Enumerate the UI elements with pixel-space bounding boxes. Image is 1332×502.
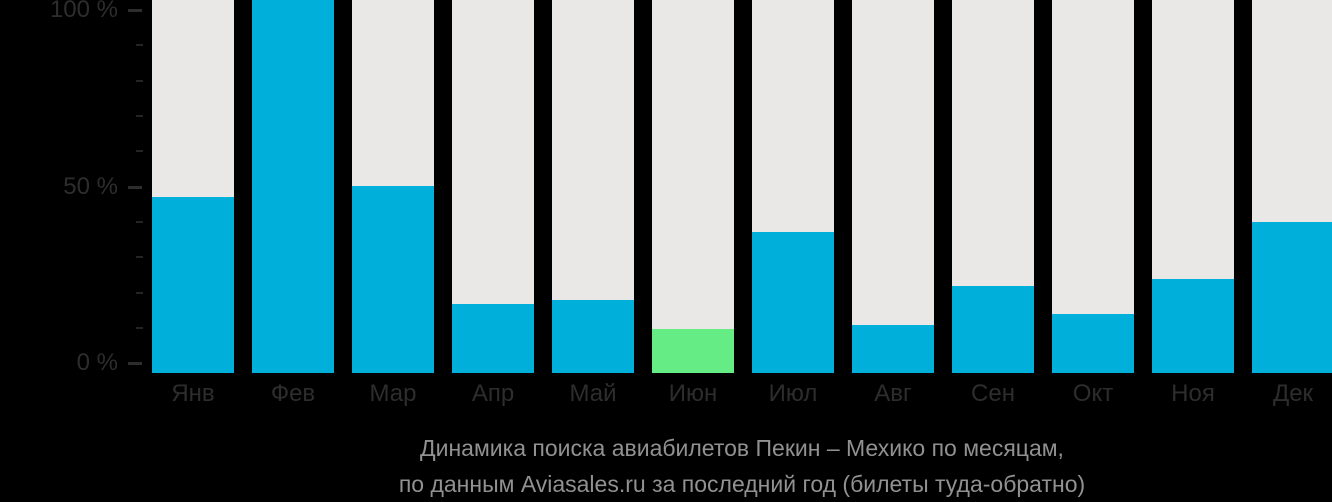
y-minor-tick-60 [136,150,143,152]
bar-feb [252,0,334,373]
bar-aug [852,325,934,373]
y-major-tick-100 [128,9,142,12]
plot-area: 0 % 50 % 100 % Янв Фев Мар Апр Май Июн Июл Авг Сен О… [49,0,1332,407]
chart-caption: Динамика поиска авиабилетов Пекин – Мехи… [152,430,1332,502]
x-label-jan: Янв [171,380,215,407]
x-label-nov: Ноя [1171,380,1215,407]
bar-jan [152,197,234,373]
y-minor-tick-30 [136,256,143,258]
x-label-jul: Июл [768,380,818,407]
bar-mar [352,186,434,373]
x-label-mar: Мар [369,380,417,407]
x-label-feb: Фев [270,380,316,407]
bar-sep [952,286,1034,373]
bar-track-aug [852,0,934,373]
y-axis-label-100: 100 % [49,0,118,23]
x-label-sep: Сен [971,380,1015,407]
bar-jun [652,329,734,373]
y-minor-tick-80 [136,80,143,82]
y-minor-tick-40 [136,221,143,223]
bar-jul [752,232,834,373]
bar-track-jun [652,0,734,373]
chart-subtitle: по данным Aviasales.ru за последний год … [398,471,1086,497]
bar-nov [1152,279,1234,373]
bar-may [552,300,634,373]
chart-title: Динамика поиска авиабилетов Пекин – Мехи… [420,435,1064,461]
bar-oct [1052,314,1134,373]
y-minor-tick-10 [136,327,143,329]
x-label-oct: Окт [1072,380,1114,407]
bar-apr [452,304,534,373]
y-major-tick-0 [128,362,142,365]
y-major-tick-50 [128,186,142,189]
x-label-apr: Апр [471,380,515,407]
x-label-dec: Дек [1272,380,1314,407]
x-label-aug: Авг [874,380,912,407]
y-axis-label-0: 0 % [76,349,118,376]
y-minor-tick-90 [136,44,143,46]
y-minor-tick-20 [136,292,143,294]
bar-dec [1252,222,1332,373]
x-label-jun: Июн [668,380,718,407]
x-label-may: Май [569,380,617,407]
y-minor-tick-70 [136,115,143,117]
y-axis-label-50: 50 % [63,173,118,200]
bar-track-oct [1052,0,1134,373]
